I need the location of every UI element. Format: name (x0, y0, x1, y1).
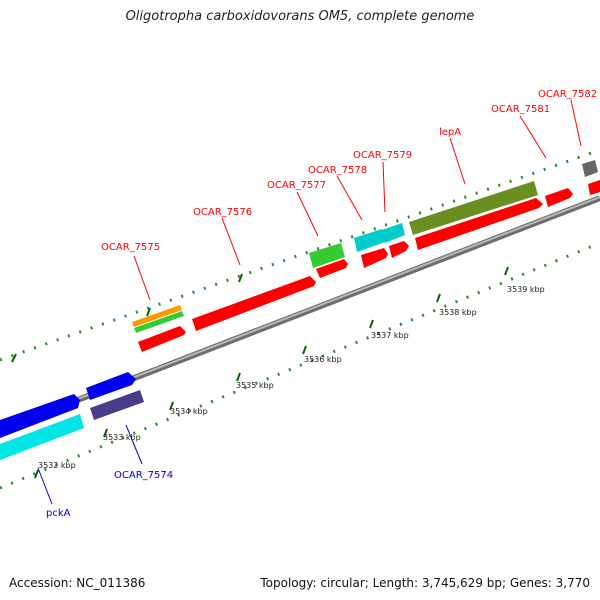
label-ocar-7578[interactable]: OCAR_7578 (308, 165, 367, 176)
genome-summary: Topology: circular; Length: 3,745,629 bp… (260, 576, 590, 590)
scale-label-3536: 3536 kbp (304, 355, 342, 364)
scale-labels: 3532 kbp 3533 kbp 3534 kbp 3535 kbp 3536… (38, 285, 545, 470)
gene-ocar-7579-gene[interactable] (382, 223, 405, 243)
leader-ocar-7578 (336, 175, 363, 221)
gene-lepA-gene[interactable] (409, 181, 538, 235)
gene-ocar-7581-cds[interactable] (545, 188, 573, 207)
label-lepA[interactable]: lepA (439, 127, 461, 138)
leader-ocar-7577 (296, 191, 319, 237)
gene-labels-bottom: OCAR_7574 pckA (46, 470, 173, 519)
leader-ocar-7579 (382, 161, 386, 213)
leader-ocar-7576 (221, 217, 241, 266)
label-ocar-7579[interactable]: OCAR_7579 (353, 150, 412, 161)
label-ocar-7576[interactable]: OCAR_7576 (193, 207, 252, 218)
gene-ocar-7575-feature-orange[interactable] (132, 305, 182, 327)
leader-pckA (37, 467, 53, 505)
leader-ocar-7575 (133, 255, 151, 301)
label-leader-lines (37, 99, 582, 505)
label-ocar-7574[interactable]: OCAR_7574 (114, 470, 173, 481)
scale-label-3535: 3535 kbp (236, 381, 274, 390)
label-ocar-7577[interactable]: OCAR_7577 (267, 180, 326, 191)
accession-label: Accession: NC_011386 (9, 576, 146, 590)
scale-label-3532: 3532 kbp (38, 461, 76, 470)
gene-ocar-7582-gene[interactable] (582, 160, 598, 177)
gene-ocar-7578-gene[interactable] (354, 229, 385, 252)
gene-ocar-7582-cds[interactable] (588, 180, 600, 195)
label-pckA[interactable]: pckA (46, 508, 71, 519)
label-ocar-7582[interactable]: OCAR_7582 (538, 89, 597, 100)
scale-label-3539: 3539 kbp (507, 285, 545, 294)
outer-tick-track (0, 148, 600, 362)
major-ticks (11, 266, 509, 479)
gene-ocar-7576-cds[interactable] (192, 276, 316, 331)
leader-ocar-7574 (125, 424, 143, 465)
scale-label-3537: 3537 kbp (371, 331, 409, 340)
label-ocar-7575[interactable]: OCAR_7575 (101, 242, 160, 253)
inner-tick-track (0, 241, 600, 490)
gene-ocar-7575-feature-green[interactable] (134, 311, 184, 333)
gene-features[interactable] (0, 160, 600, 460)
leader-lepA (449, 137, 466, 185)
scale-label-3534: 3534 kbp (170, 407, 208, 416)
gene-ocar-7578-cds[interactable] (361, 248, 388, 268)
leader-ocar-7582 (570, 99, 582, 147)
leader-ocar-7581 (519, 115, 547, 159)
gene-pckA-cds[interactable] (0, 394, 80, 438)
scale-label-3533: 3533 kbp (103, 433, 141, 442)
label-ocar-7581[interactable]: OCAR_7581 (491, 104, 550, 115)
gene-pckA-gene[interactable] (0, 414, 84, 460)
gene-labels-top: OCAR_7575 OCAR_7576 OCAR_7577 OCAR_7578 … (101, 89, 597, 253)
gene-ocar-7574-gene[interactable] (90, 390, 144, 420)
gene-ocar-7577-cds[interactable] (316, 259, 348, 278)
gene-ocar-7575-cds[interactable] (138, 326, 186, 352)
gene-ocar-7577-gene[interactable] (309, 243, 345, 268)
scale-label-3538: 3538 kbp (439, 308, 477, 317)
gene-ocar-7579-cds[interactable] (389, 241, 409, 258)
gene-lepA-cds[interactable] (415, 198, 543, 250)
gene-ocar-7574-cds[interactable] (86, 372, 136, 400)
genome-title: Oligotropha carboxidovorans OM5, complet… (125, 9, 475, 24)
